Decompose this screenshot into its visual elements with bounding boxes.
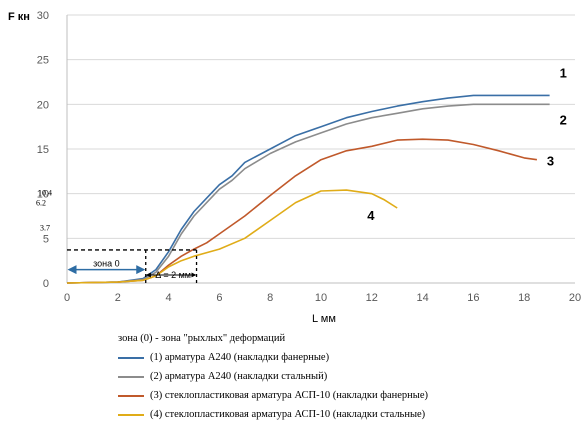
legend-title: зона (0) - зона "рыхлых" деформаций	[118, 333, 286, 344]
legend-item: (1) арматура А240 (накладки фанерные)	[118, 348, 558, 367]
curve-label-1: 1	[560, 65, 567, 80]
y-tick-label: 20	[37, 99, 49, 111]
x-tick-label: 12	[366, 292, 378, 304]
side-value-label: 10.4	[38, 188, 52, 197]
curve-label-3: 3	[547, 154, 554, 169]
series-lines	[66, 94, 550, 284]
legend-label: (1) арматура А240 (накладки фанерные)	[150, 352, 330, 363]
x-tick-label: 8	[267, 292, 273, 304]
x-tick-label: 10	[315, 292, 327, 304]
axes	[66, 15, 575, 284]
x-tick-label: 20	[569, 292, 581, 304]
x-tick-label: 4	[166, 292, 172, 304]
x-tick-label: 2	[115, 292, 121, 304]
side-value-label: 3.7	[40, 223, 50, 232]
legend-swatch	[118, 394, 144, 397]
legend-label: (4) стеклопластиковая арматура АСП-10 (н…	[150, 409, 426, 420]
series-line-1	[66, 94, 550, 284]
x-tick-labels: 0 2 4 6 8 10 12 14 16 18 20	[64, 292, 581, 304]
zone-label: зона 0	[93, 259, 120, 269]
legend-item: (4) стеклопластиковая арматура АСП-10 (н…	[118, 405, 558, 424]
series-line-2	[66, 103, 550, 284]
y-tick-label: 15	[37, 144, 49, 156]
x-tick-label: 0	[64, 292, 70, 304]
y-tick-labels: 0 5 10 15 20 25 30	[37, 10, 49, 290]
series-line-4	[66, 189, 398, 284]
x-tick-label: 6	[216, 292, 222, 304]
curve-label-4: 4	[367, 208, 375, 223]
legend-item: (3) стеклопластиковая арматура АСП-10 (н…	[118, 386, 558, 405]
legend-label: (3) стеклопластиковая арматура АСП-10 (н…	[150, 390, 429, 401]
y-axis-label: F кн	[8, 11, 30, 23]
x-axis-label: L мм	[312, 313, 336, 325]
legend-label: (2) арматура А240 (накладки стальный)	[150, 371, 328, 382]
legend-swatch	[118, 413, 144, 416]
annotations: зона 0 Δ = 2 мм 10.46.2 3.7	[36, 188, 198, 283]
x-tick-label: 14	[416, 292, 428, 304]
curve-labels: 1 2 3 4	[367, 65, 567, 223]
delta-label: Δ = 2 мм	[155, 270, 191, 280]
gridlines	[67, 14, 575, 239]
legend-swatch	[118, 375, 144, 378]
y-tick-label: 0	[43, 278, 49, 290]
y-tick-label: 25	[37, 55, 49, 67]
y-tick-label: 5	[43, 233, 49, 245]
series-line-3	[66, 138, 538, 284]
legend-swatch	[118, 356, 144, 359]
legend-item: (2) арматура А240 (накладки стальный)	[118, 367, 558, 386]
x-tick-label: 16	[467, 292, 479, 304]
y-tick-label: 30	[37, 10, 49, 22]
side-value-label: 6.2	[36, 198, 46, 207]
x-tick-label: 18	[518, 292, 530, 304]
legend: зона (0) - зона "рыхлых" деформаций (1) …	[118, 330, 558, 424]
curve-label-2: 2	[560, 112, 567, 127]
y-tick-label: 10	[37, 189, 49, 201]
